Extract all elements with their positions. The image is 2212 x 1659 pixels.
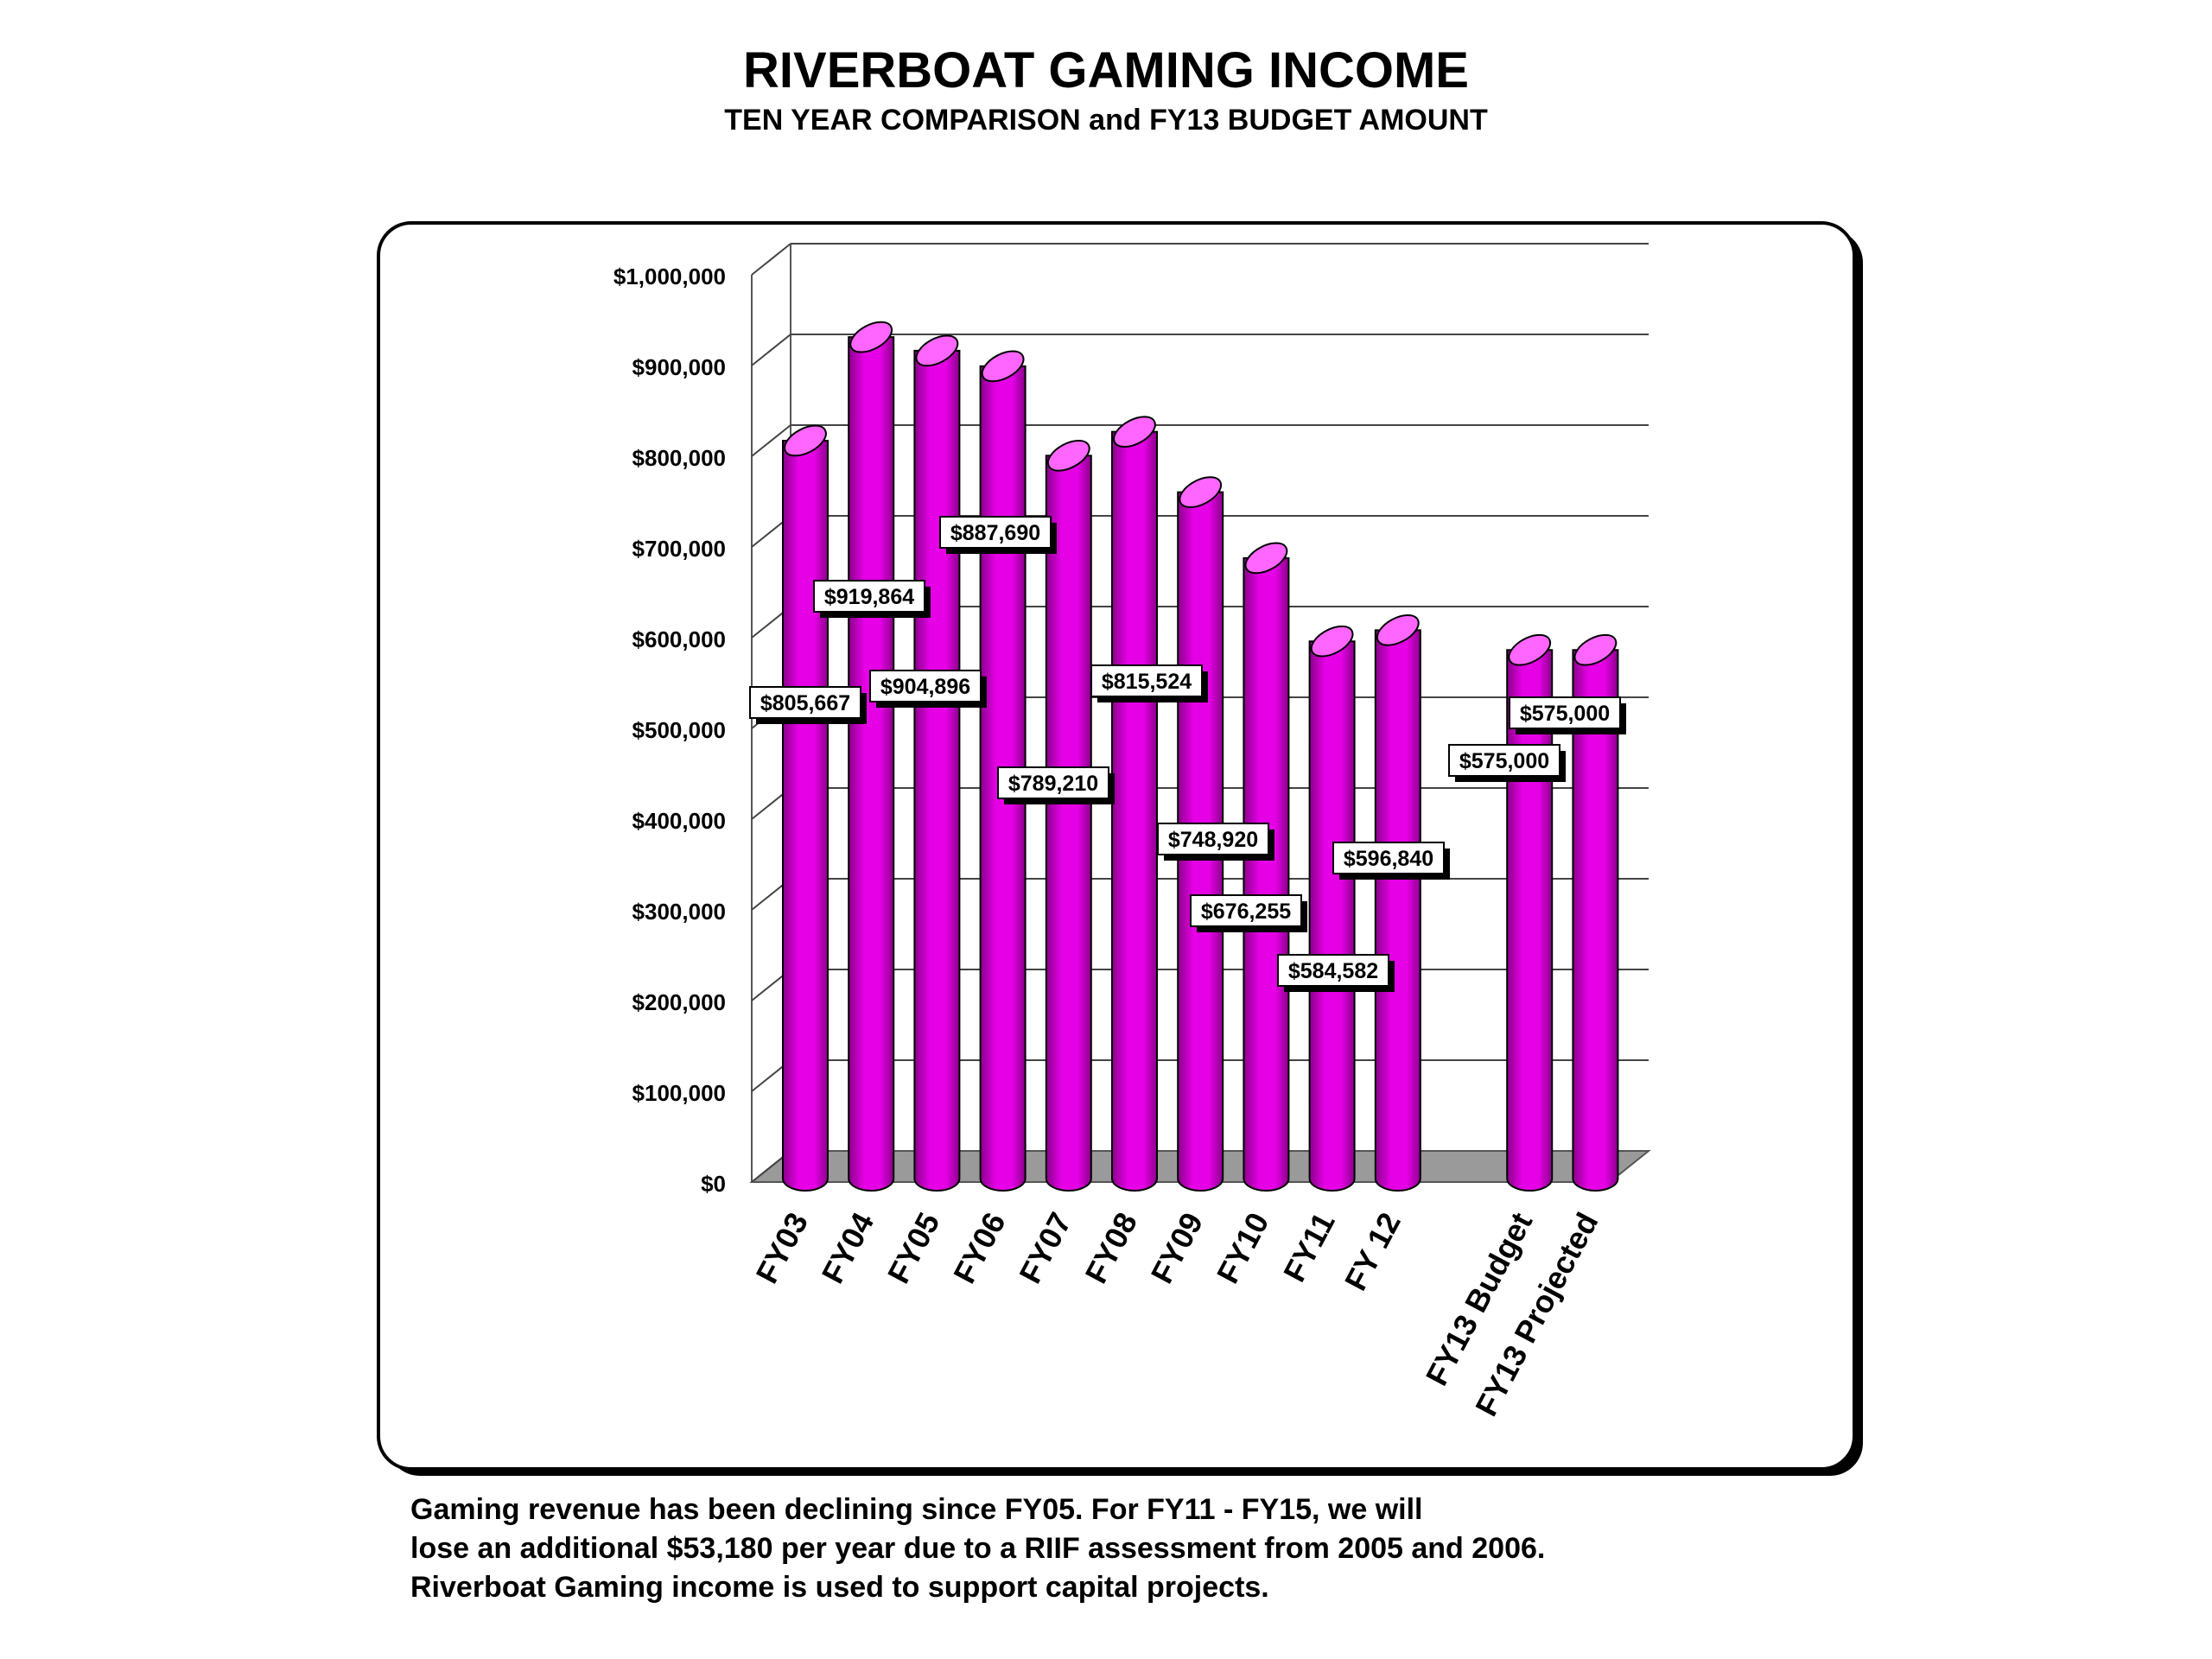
bar bbox=[1308, 640, 1356, 1192]
y-tick-label: $1,000,000 bbox=[613, 264, 726, 289]
bar bbox=[848, 336, 895, 1192]
y-tick-label: $700,000 bbox=[632, 536, 726, 562]
notes-line: Gaming revenue has been declining since … bbox=[410, 1493, 1423, 1526]
y-tick-label: $200,000 bbox=[632, 989, 726, 1015]
bar-top bbox=[1046, 439, 1090, 472]
y-tick-label: $400,000 bbox=[632, 808, 726, 834]
bar bbox=[913, 349, 961, 1192]
bar bbox=[1243, 556, 1290, 1192]
y-tick-label: $600,000 bbox=[632, 626, 726, 652]
chart-subtitle: TEN YEAR COMPARISON and FY13 BUDGET AMOU… bbox=[724, 104, 1488, 137]
y-tick-label: $900,000 bbox=[632, 354, 726, 380]
data-label-box bbox=[1509, 696, 1621, 729]
data-label-box bbox=[869, 670, 982, 702]
y-tick-label: $100,000 bbox=[632, 1080, 726, 1106]
notes-line: Riverboat Gaming income is used to suppo… bbox=[410, 1571, 1269, 1604]
data-label: $575,000 bbox=[1520, 702, 1610, 726]
data-label-box bbox=[1332, 842, 1445, 874]
data-label: $575,000 bbox=[1459, 749, 1549, 773]
bar bbox=[1506, 649, 1554, 1192]
data-label-box bbox=[1090, 664, 1203, 697]
y-tick-label: $500,000 bbox=[632, 717, 726, 743]
bar-top bbox=[1244, 542, 1288, 575]
bar-top bbox=[981, 350, 1025, 383]
gridline-depth bbox=[751, 243, 791, 276]
bar bbox=[1572, 649, 1619, 1192]
y-tick-label: $300,000 bbox=[632, 899, 726, 925]
y-tick-label: $0 bbox=[701, 1171, 726, 1197]
data-label: $815,524 bbox=[1102, 670, 1192, 694]
bar-top bbox=[1508, 633, 1552, 666]
data-label: $887,690 bbox=[950, 521, 1040, 545]
data-label-box bbox=[1277, 954, 1389, 987]
data-label-box bbox=[749, 686, 861, 719]
data-label: $596,840 bbox=[1344, 847, 1433, 871]
data-label: $904,896 bbox=[880, 675, 970, 699]
bar bbox=[1045, 454, 1092, 1192]
data-label: $805,667 bbox=[760, 691, 850, 715]
data-label-box bbox=[813, 580, 925, 613]
gridline-depth bbox=[751, 334, 791, 366]
bar bbox=[1374, 629, 1421, 1192]
data-label-box bbox=[939, 516, 1052, 549]
bar-top bbox=[915, 334, 959, 367]
data-label: $748,920 bbox=[1168, 828, 1258, 852]
data-label: $919,864 bbox=[824, 585, 914, 609]
bar-top bbox=[1376, 613, 1420, 646]
gridline-depth bbox=[751, 424, 791, 457]
data-label-box bbox=[1448, 744, 1560, 777]
bar-top bbox=[1179, 476, 1223, 509]
chart-title: RIVERBOAT GAMING INCOME bbox=[743, 42, 1469, 99]
bar bbox=[782, 440, 829, 1192]
y-tick-label: $800,000 bbox=[632, 445, 726, 471]
notes-line: lose an additional $53,180 per year due … bbox=[410, 1532, 1546, 1565]
data-label: $584,582 bbox=[1288, 959, 1378, 983]
data-label: $676,255 bbox=[1201, 899, 1291, 924]
bar-top bbox=[1310, 625, 1354, 658]
data-label: $789,210 bbox=[1008, 772, 1098, 796]
data-label-box bbox=[997, 766, 1109, 799]
bar-top bbox=[784, 424, 827, 457]
bar-top bbox=[1573, 633, 1618, 666]
chart-notes: Gaming revenue has been declining since … bbox=[410, 1491, 1966, 1607]
data-label-box bbox=[1157, 823, 1269, 855]
bar-top bbox=[849, 321, 893, 353]
bar-top bbox=[1113, 416, 1156, 448]
data-label-box bbox=[1190, 894, 1302, 927]
bar bbox=[1111, 430, 1158, 1192]
